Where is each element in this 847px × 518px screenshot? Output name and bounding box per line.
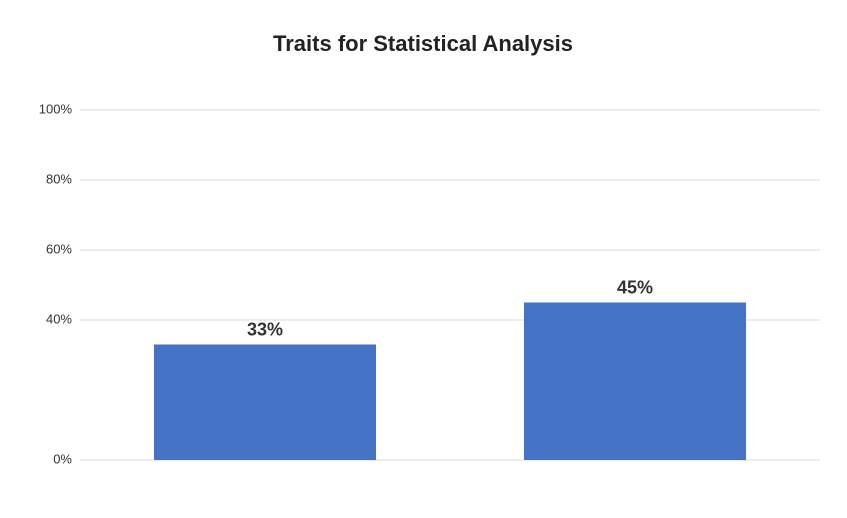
y-tick-label: 100% [39,101,73,116]
y-tick-label: 40% [46,311,72,326]
y-tick-label: 60% [46,241,72,256]
value-label: 45% [617,277,653,297]
value-label: 33% [247,319,283,339]
y-tick-label: 80% [46,171,72,186]
chart-title: Traits for Statistical Analysis [273,31,573,56]
y-tick-label: 0% [53,451,72,466]
bar [154,344,376,460]
bar [524,302,746,460]
